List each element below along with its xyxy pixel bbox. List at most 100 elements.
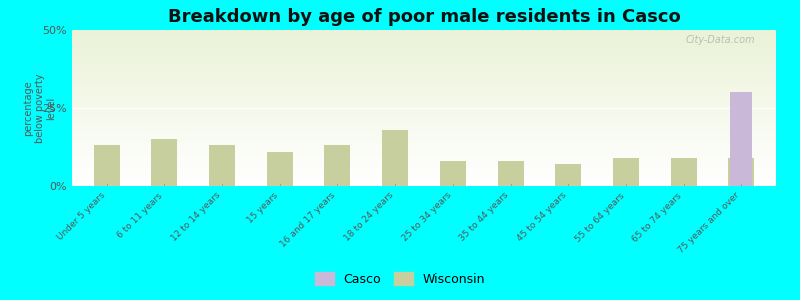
Bar [72, 32, 776, 33]
Bar [72, 136, 776, 137]
Bar [72, 38, 776, 39]
Bar [72, 120, 776, 121]
Bar [72, 163, 776, 164]
Bar [72, 47, 776, 48]
Bar [72, 153, 776, 154]
Bar [72, 176, 776, 177]
Bar [72, 62, 776, 63]
Bar [72, 43, 776, 44]
Bar [72, 94, 776, 95]
Bar [72, 150, 776, 151]
Bar [72, 36, 776, 37]
Bar [72, 97, 776, 98]
Bar [72, 57, 776, 58]
Bar [72, 128, 776, 129]
Bar [72, 54, 776, 55]
Bar [72, 89, 776, 90]
Bar [72, 76, 776, 77]
Bar [72, 157, 776, 158]
Bar [72, 80, 776, 81]
Bar [382, 130, 408, 186]
Bar [730, 92, 753, 186]
Bar [209, 146, 235, 186]
Bar [72, 108, 776, 109]
Bar [72, 142, 776, 143]
Bar [72, 125, 776, 126]
Bar [72, 64, 776, 65]
Bar [72, 58, 776, 59]
Bar [72, 44, 776, 45]
Bar [72, 137, 776, 138]
Bar [72, 155, 776, 156]
Bar [72, 75, 776, 76]
Bar [72, 61, 776, 62]
Bar [72, 56, 776, 57]
Bar [72, 102, 776, 103]
Bar [72, 79, 776, 80]
Bar [72, 177, 776, 178]
Bar [670, 158, 697, 186]
Bar [72, 87, 776, 88]
Bar [72, 167, 776, 168]
Bar [72, 185, 776, 186]
Bar [72, 96, 776, 97]
Bar [72, 51, 776, 52]
Bar [72, 48, 776, 49]
Bar [72, 31, 776, 32]
Bar [72, 68, 776, 69]
Bar [72, 126, 776, 127]
Bar [72, 105, 776, 106]
Bar [72, 85, 776, 86]
Bar [72, 60, 776, 61]
Title: Breakdown by age of poor male residents in Casco: Breakdown by age of poor male residents … [168, 8, 680, 26]
Bar [72, 135, 776, 136]
Bar [555, 164, 582, 186]
Bar [266, 152, 293, 186]
Bar [72, 179, 776, 180]
Bar [72, 152, 776, 153]
Bar [72, 63, 776, 64]
Bar [72, 154, 776, 155]
Bar [72, 174, 776, 175]
Bar [72, 110, 776, 111]
Bar [72, 121, 776, 122]
Bar [72, 34, 776, 35]
Bar [72, 144, 776, 145]
Bar [72, 146, 776, 147]
Bar [72, 156, 776, 157]
Bar [72, 46, 776, 47]
Bar [613, 158, 639, 186]
Bar [72, 149, 776, 150]
Bar [72, 88, 776, 89]
Bar [72, 41, 776, 42]
Bar [72, 171, 776, 172]
Bar [72, 65, 776, 66]
Bar [72, 117, 776, 118]
Bar [72, 122, 776, 123]
Bar [728, 158, 754, 186]
Bar [72, 92, 776, 93]
Bar [72, 111, 776, 112]
Bar [72, 164, 776, 165]
Bar [72, 42, 776, 43]
Bar [72, 30, 776, 31]
Bar [325, 146, 350, 186]
Bar [72, 104, 776, 105]
Bar [72, 183, 776, 184]
Bar [72, 141, 776, 142]
Bar [72, 119, 776, 120]
Bar [72, 170, 776, 171]
Bar [72, 73, 776, 74]
Bar [72, 147, 776, 148]
Bar [72, 107, 776, 108]
Bar [72, 84, 776, 85]
Bar [72, 118, 776, 119]
Bar [72, 169, 776, 170]
Bar [72, 35, 776, 36]
Bar [72, 83, 776, 84]
Bar [72, 66, 776, 67]
Bar [72, 145, 776, 146]
Bar [72, 33, 776, 34]
Bar [72, 52, 776, 53]
Bar [72, 178, 776, 179]
